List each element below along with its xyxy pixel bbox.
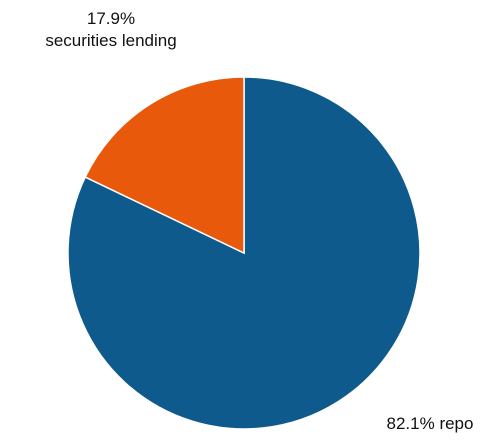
slice-label-repo: 82.1% repo xyxy=(386,414,474,433)
slice-label-securities-lending: 17.9% securities lending xyxy=(6,8,216,52)
pie-slice-securities-lending xyxy=(84,76,245,255)
slice-label-securities-lending-value: 17.9% xyxy=(86,9,136,28)
pie-slices xyxy=(67,76,421,430)
slice-label-securities-lending-name: securities lending xyxy=(45,31,177,50)
pie-slice-repo xyxy=(67,76,421,430)
